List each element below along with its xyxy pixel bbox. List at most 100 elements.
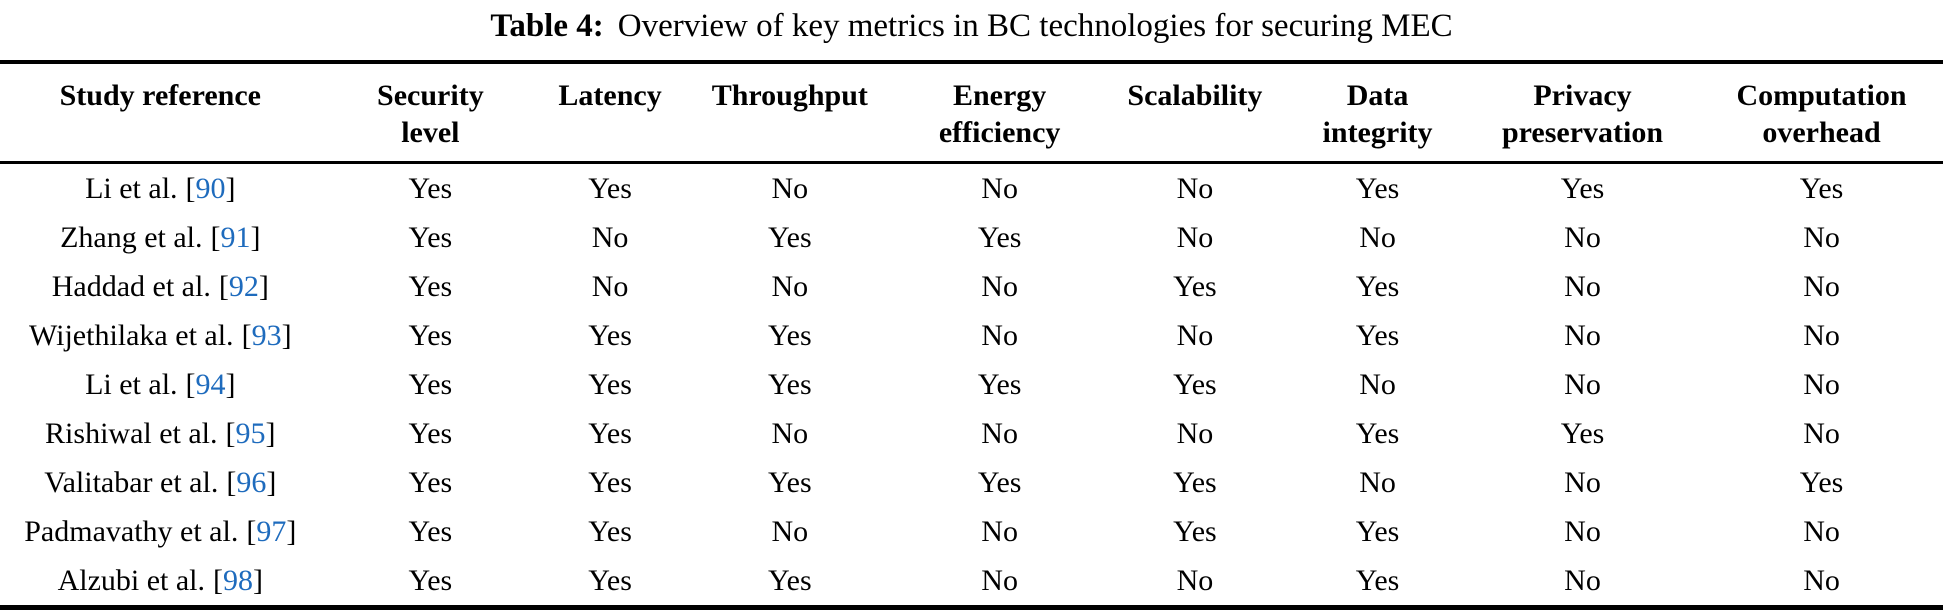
study-name: Wijethilaka et al. <box>29 318 234 352</box>
metric-value-cell-security-level: Yes <box>408 465 453 499</box>
study-name: Li et al. <box>85 171 178 205</box>
study-reference-cell: Rishiwal et al. [95] <box>0 409 321 458</box>
column-header-computation-overhead: Computation overhead <box>1700 62 1943 164</box>
metric-value-cell-security-level: Yes <box>408 416 453 450</box>
citation-bracket-open: [ <box>226 465 237 499</box>
metric-value-cell-computation-overhead: Yes <box>1799 171 1844 205</box>
metric-value-cell-throughput: Yes <box>767 367 812 401</box>
citation-link[interactable]: 96 <box>236 465 267 499</box>
table-row: Haddad et al. [92] Yes No No No Yes Yes No No <box>0 262 1943 311</box>
metric-value-cell-energy-efficiency: No <box>981 269 1018 303</box>
study-name: Padmavathy et al. <box>24 514 239 548</box>
metric-value-cell-latency: Yes <box>588 171 632 205</box>
metrics-table: Study reference Security level Latency Throu… <box>0 60 1943 610</box>
citation-link[interactable]: 93 <box>251 318 282 352</box>
citation-bracket-close: ] <box>286 514 297 548</box>
metric-value-cell-data-integrity: Yes <box>1355 269 1400 303</box>
table-row: Valitabar et al. [96] Yes Yes Yes Yes Yes No No Y… <box>0 458 1943 507</box>
metric-value-cell-computation-overhead: No <box>1803 269 1840 303</box>
column-header-line: efficiency <box>938 116 1061 149</box>
citation-bracket-close: ] <box>253 563 264 597</box>
column-header-privacy-preservation: Privacy preservation <box>1464 62 1701 164</box>
citation-bracket-open: [ <box>210 220 221 254</box>
citation-link[interactable]: 94 <box>195 367 226 401</box>
citation-link[interactable]: 97 <box>256 514 287 548</box>
study-reference-cell: Alzubi et al. [98] <box>0 556 321 608</box>
column-header-line: Data <box>1346 79 1409 112</box>
metric-value-cell-energy-efficiency: No <box>981 318 1018 352</box>
column-header-line: level <box>401 116 460 149</box>
metric-value-cell-computation-overhead: No <box>1803 220 1840 254</box>
column-header-line: Computation <box>1736 79 1907 112</box>
citation-link[interactable]: 92 <box>228 269 259 303</box>
metric-value-cell-data-integrity: No <box>1359 465 1396 499</box>
study-name: Alzubi et al. <box>57 563 206 597</box>
citation-bracket-close: ] <box>281 318 292 352</box>
metric-value-cell-throughput: No <box>771 269 809 303</box>
metric-value-cell-security-level: Yes <box>408 563 453 597</box>
column-header-energy-efficiency: Energy efficiency <box>899 62 1100 164</box>
metric-value-cell-throughput: No <box>771 416 809 450</box>
metric-value-cell-privacy-preservation: No <box>1564 269 1601 303</box>
metric-value-cell-data-integrity: Yes <box>1355 514 1400 548</box>
metric-value-cell-privacy-preservation: Yes <box>1560 416 1605 450</box>
table-row: Alzubi et al. [98] Yes Yes Yes No No Yes No No <box>0 556 1943 608</box>
metric-value-cell-security-level: Yes <box>408 220 453 254</box>
metric-value-cell-latency: No <box>591 269 629 303</box>
citation-bracket-close: ] <box>258 269 269 303</box>
citation-bracket-open: [ <box>241 318 252 352</box>
citation-bracket-open: [ <box>185 367 196 401</box>
metric-value-cell-scalability: No <box>1176 563 1214 597</box>
citation-bracket-open: [ <box>225 416 236 450</box>
citation-link[interactable]: 95 <box>235 416 266 450</box>
metric-value-cell-latency: Yes <box>588 318 632 352</box>
metric-value-cell-latency: Yes <box>588 416 632 450</box>
metric-value-cell-throughput: Yes <box>767 318 812 352</box>
study-name: Valitabar et al. <box>44 465 219 499</box>
metric-value-cell-computation-overhead: No <box>1803 318 1840 352</box>
citation-bracket-close: ] <box>225 367 236 401</box>
citation-bracket-open: [ <box>213 563 224 597</box>
column-header-line: Scalability <box>1127 79 1263 112</box>
citation-bracket-open: [ <box>185 171 196 205</box>
study-reference-cell: Valitabar et al. [96] <box>0 458 321 507</box>
column-header-line: Latency <box>558 79 662 112</box>
column-header-line: Security <box>377 79 484 112</box>
metric-value-cell-privacy-preservation: No <box>1564 465 1601 499</box>
metric-value-cell-security-level: Yes <box>408 269 453 303</box>
column-header-line: Privacy <box>1533 79 1632 112</box>
study-name: Zhang et al. <box>60 220 203 254</box>
metric-value-cell-computation-overhead: No <box>1803 514 1840 548</box>
column-header-latency: Latency <box>540 62 681 164</box>
table-row: Rishiwal et al. [95] Yes Yes No No No Yes Yes No <box>0 409 1943 458</box>
table-body: Li et al. [90] Yes Yes No No No Yes Yes Yes Zhang … <box>0 163 1943 608</box>
metric-value-cell-scalability: Yes <box>1173 465 1217 499</box>
study-reference-cell: Padmavathy et al. [97] <box>0 507 321 556</box>
metric-value-cell-scalability: Yes <box>1173 367 1217 401</box>
metric-value-cell-scalability: Yes <box>1173 269 1217 303</box>
metric-value-cell-energy-efficiency: Yes <box>977 367 1022 401</box>
metric-value-cell-computation-overhead: Yes <box>1799 465 1844 499</box>
metric-value-cell-computation-overhead: No <box>1803 563 1840 597</box>
metric-value-cell-latency: Yes <box>588 563 632 597</box>
metric-value-cell-privacy-preservation: No <box>1564 514 1601 548</box>
study-reference-cell: Li et al. [94] <box>0 360 321 409</box>
table-row: Li et al. [94] Yes Yes Yes Yes Yes No No No <box>0 360 1943 409</box>
table-caption-text: Overview of key metrics in BC technologi… <box>617 8 1453 44</box>
column-header-line: Throughput <box>711 79 868 112</box>
metric-value-cell-energy-efficiency: No <box>981 171 1018 205</box>
citation-bracket-close: ] <box>265 416 276 450</box>
citation-bracket-close: ] <box>250 220 261 254</box>
citation-bracket-open: [ <box>246 514 257 548</box>
metric-value-cell-energy-efficiency: No <box>981 514 1018 548</box>
metric-value-cell-data-integrity: Yes <box>1355 563 1400 597</box>
study-reference-cell: Wijethilaka et al. [93] <box>0 311 321 360</box>
citation-bracket-close: ] <box>225 171 236 205</box>
study-reference-cell: Li et al. [90] <box>0 163 321 214</box>
citation-link[interactable]: 98 <box>223 563 254 597</box>
citation-link[interactable]: 90 <box>195 171 226 205</box>
metric-value-cell-scalability: No <box>1176 171 1214 205</box>
study-reference-cell: Zhang et al. [91] <box>0 213 321 262</box>
citation-link[interactable]: 91 <box>220 220 251 254</box>
